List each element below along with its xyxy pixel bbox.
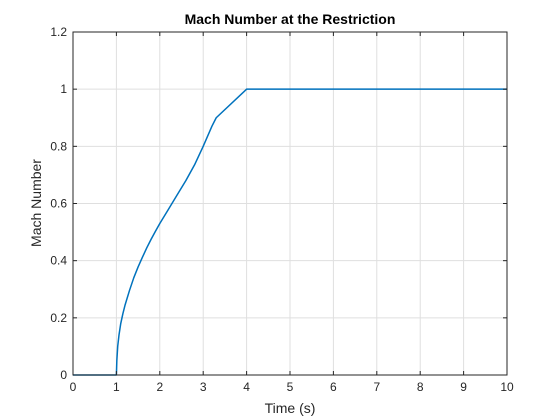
x-tick-label: 7	[373, 380, 380, 394]
y-tick-label: 0.4	[50, 254, 67, 268]
y-tick-label: 0.2	[50, 311, 67, 325]
tick-marks	[72, 31, 508, 376]
y-tick-label: 0	[60, 368, 67, 382]
x-tick-label: 2	[156, 380, 163, 394]
series-line	[73, 88, 507, 376]
x-tick-label: 0	[70, 380, 77, 394]
y-axis-label: Mach Number	[28, 159, 44, 247]
x-tick-label: 10	[500, 380, 514, 394]
x-tick-label: 9	[460, 380, 467, 394]
x-tick-label: 8	[417, 380, 424, 394]
y-tick-label: 0.6	[50, 197, 67, 211]
x-tick-label: 3	[200, 380, 207, 394]
y-tick-labels: 0 0.2 0.4 0.6 0.8 1 1.2	[50, 25, 67, 382]
y-tick-label: 1	[60, 82, 67, 96]
x-tick-label: 5	[287, 380, 294, 394]
chart-title: Mach Number at the Restriction	[185, 11, 396, 27]
x-axis-label: Time (s)	[265, 400, 316, 416]
x-tick-label: 4	[243, 380, 250, 394]
x-tick-labels: 0 1 2 3 4 5 6 7 8 9 10	[70, 380, 514, 394]
x-tick-label: 1	[113, 380, 120, 394]
y-tick-label: 0.8	[50, 139, 67, 153]
y-tick-label: 1.2	[50, 25, 67, 39]
series-layer	[73, 88, 507, 376]
x-tick-label: 6	[330, 380, 337, 394]
